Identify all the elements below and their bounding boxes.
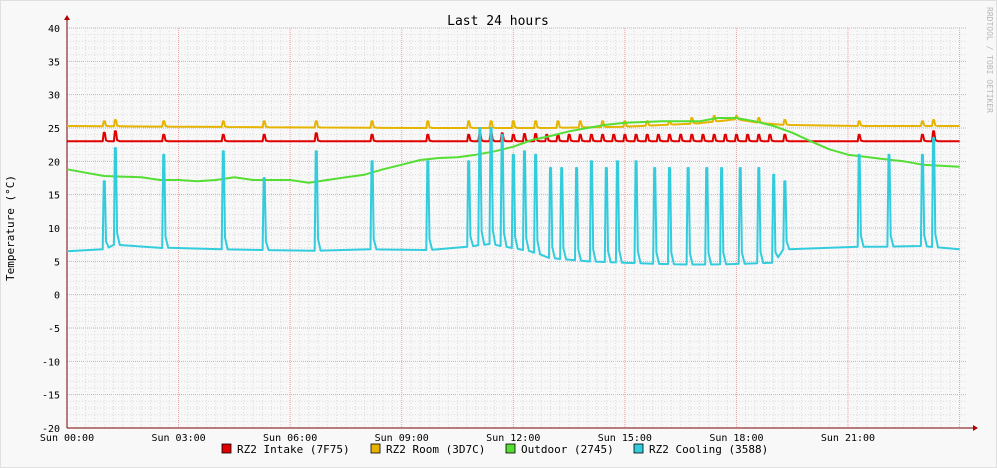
x-tick-label: Sun 00:00 — [40, 433, 94, 444]
y-tick-label: -20 — [42, 424, 60, 435]
series-line-0 — [67, 130, 960, 143]
legend: RZ2 Intake (7F75) RZ2 Room (3D7C) Outdoor … — [221, 443, 768, 456]
y-tick-label: -15 — [42, 391, 60, 402]
y-tick-label: 15 — [48, 191, 60, 202]
legend-label: Outdoor (2745) — [521, 443, 614, 456]
y-tick-label: 10 — [48, 224, 60, 235]
x-tick-label: Sun 18:00 — [709, 433, 763, 444]
y-axis-arrow — [64, 15, 70, 20]
y-tick-label: 0 — [54, 291, 60, 302]
legend-swatch — [370, 443, 381, 454]
y-tick-label: 40 — [48, 24, 60, 35]
tick-labels: -20 -15 -10 -5 0 5 10 15 20 25 30 35 40 Sun 00:00 Sun … — [40, 24, 875, 444]
legend-swatch — [505, 443, 516, 454]
series-lines — [66, 115, 960, 266]
y-tick-label: 25 — [48, 124, 60, 135]
legend-swatch — [221, 443, 232, 454]
x-tick-label: Sun 06:00 — [263, 433, 317, 444]
y-tick-label: 5 — [54, 257, 60, 268]
legend-label: RZ2 Intake (7F75) — [237, 443, 350, 456]
watermark: RRDTOOL / TOBI OETIKER — [985, 7, 994, 113]
x-tick-label: Sun 21:00 — [821, 433, 875, 444]
y-tick-label: 20 — [48, 157, 60, 168]
x-axis-arrow — [973, 425, 978, 431]
legend-swatch — [633, 443, 644, 454]
grid — [66, 27, 967, 429]
x-tick-label: Sun 15:00 — [598, 433, 652, 444]
legend-label: RZ2 Cooling (3588) — [649, 443, 768, 456]
y-tick-label: -5 — [48, 324, 60, 335]
x-tick-label: Sun 12:00 — [486, 433, 540, 444]
axes — [64, 15, 978, 431]
y-tick-label: -10 — [42, 357, 60, 368]
x-tick-label: Sun 09:00 — [375, 433, 429, 444]
legend-label: RZ2 Room (3D7C) — [386, 443, 485, 456]
y-tick-label: 35 — [48, 57, 60, 68]
series-line-2 — [66, 117, 960, 184]
x-tick-label: Sun 03:00 — [151, 433, 205, 444]
y-tick-label: 30 — [48, 91, 60, 102]
series-line-3 — [66, 127, 960, 266]
y-axis-label: Temperature (°C) — [4, 175, 17, 281]
chart-title: Last 24 hours — [447, 14, 549, 29]
